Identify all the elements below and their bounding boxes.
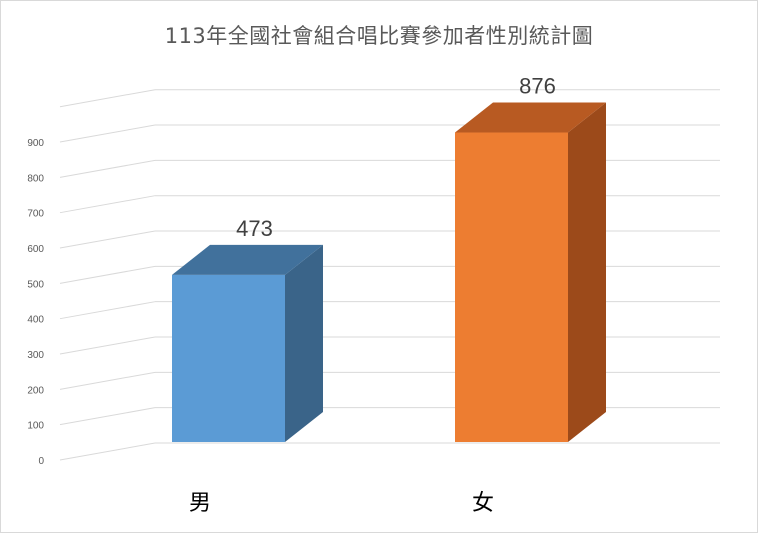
- data-label: 473: [236, 216, 273, 241]
- bar-side: [285, 244, 323, 442]
- y-tick-label: 0: [38, 456, 44, 467]
- depth-gridline: [59, 407, 156, 426]
- bar-front: [172, 274, 285, 442]
- depth-gridline: [59, 371, 156, 390]
- depth-gridline: [59, 124, 156, 143]
- depth-gridline: [59, 159, 156, 178]
- chart-title: 113年全國社會組合唱比賽參加者性別統計圖: [164, 24, 594, 48]
- y-tick-label: 200: [27, 385, 44, 396]
- depth-gridline: [59, 89, 156, 108]
- bar-side: [568, 102, 606, 442]
- y-tick-label: 500: [27, 279, 44, 290]
- depth-gridline: [59, 301, 156, 320]
- y-tick-label: 900: [27, 138, 44, 149]
- y-tick-label: 700: [27, 209, 44, 220]
- bar-front: [455, 132, 568, 442]
- y-tick-label: 300: [27, 350, 44, 361]
- y-tick-label: 400: [27, 315, 44, 326]
- category-label: 女: [472, 491, 494, 516]
- depth-gridline: [59, 336, 156, 355]
- depth-gridline: [59, 195, 156, 214]
- bar-top: [455, 102, 606, 133]
- category-label: 男: [189, 491, 211, 516]
- depth-gridline: [59, 230, 156, 249]
- y-tick-label: 800: [27, 173, 44, 184]
- data-label: 876: [519, 74, 556, 99]
- y-tick-label: 600: [27, 244, 44, 255]
- bar-top: [172, 244, 323, 275]
- y-tick-label: 100: [27, 421, 44, 432]
- depth-gridline: [59, 265, 156, 284]
- depth-gridline: [59, 442, 156, 461]
